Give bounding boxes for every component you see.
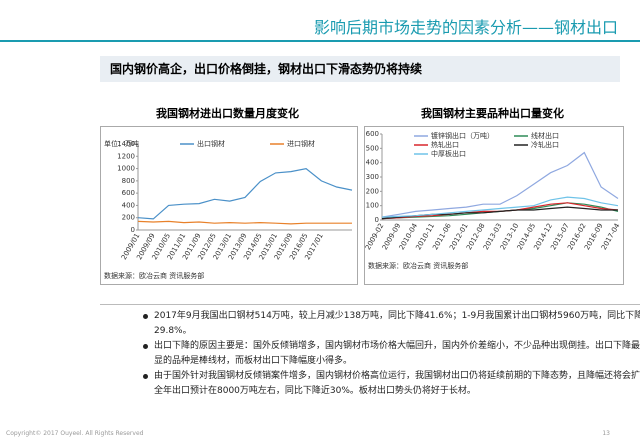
y-tick-label: 100: [366, 202, 379, 210]
chart-title: 我国钢材进出口数量月度变化: [156, 107, 299, 120]
legend-label: 进口钢材: [287, 139, 315, 148]
y-tick-label: 0: [375, 216, 379, 224]
chart-border: [100, 126, 358, 285]
legend-label: 线材出口: [531, 131, 559, 140]
y-tick-label: 0: [131, 226, 135, 234]
chart: 02004006008001000120014002009/012009/092…: [100, 126, 358, 285]
bullet: 出口下降的原因主要是：国外反倾销增多，国内钢材市场价格大幅回升，国内外价差缩小，…: [140, 339, 640, 369]
y-tick-label: 600: [366, 130, 379, 138]
series-line: [381, 196, 619, 218]
y-tick-label: 800: [122, 177, 135, 185]
y-tick-label: 1400: [117, 140, 135, 148]
y-tick-label: 600: [122, 189, 135, 197]
bullet-list: 2017年9月我国出口钢材514万吨，较上月减少138万吨，同比下降41.6%；…: [100, 304, 640, 399]
legend-label: 中厚板出口: [431, 149, 466, 158]
series-line: [137, 220, 352, 225]
unit-label: 单位：万吨: [104, 139, 139, 148]
y-tick-label: 400: [366, 159, 379, 167]
source-note: 数据来源：欧冶云商 资讯服务部: [368, 261, 468, 270]
y-tick-label: 1000: [117, 165, 135, 173]
subtitle: 国内钢价高企，出口价格倒挂，钢材出口下滑态势仍将持续: [100, 56, 620, 82]
legend-label: 出口钢材: [197, 139, 225, 148]
source-note: 数据来源：欧冶云商 资讯服务部: [104, 271, 204, 280]
title-rule: [0, 40, 640, 42]
chart-border: [364, 126, 624, 285]
series-line: [137, 167, 353, 220]
y-tick-label: 1200: [117, 152, 135, 160]
slide-title: 影响后期市场走势的因素分析——钢材出口: [313, 18, 618, 37]
bullet: 2017年9月我国出口钢材514万吨，较上月减少138万吨，同比下降41.6%；…: [140, 309, 640, 339]
y-tick-label: 200: [366, 187, 379, 195]
chart: 01002003004005006002009-022009-092010-04…: [364, 126, 624, 285]
legend-label: 冷轧出口: [531, 140, 559, 149]
y-tick-label: 500: [366, 144, 379, 152]
y-tick-label: 300: [366, 173, 379, 181]
legend-label: 镀锌钢出口（万吨）: [431, 131, 494, 140]
series-line: [381, 151, 619, 218]
legend-label: 热轧出口: [431, 140, 459, 149]
y-tick-label: 400: [122, 201, 135, 209]
page-number: 13: [602, 430, 610, 437]
chart-title: 我国钢材主要品种出口量变化: [421, 107, 564, 120]
y-tick-label: 200: [122, 214, 135, 222]
bullet: 由于国外针对我国钢材反倾销案件增多，国内钢材价格高位运行，我国钢材出口仍将延续前…: [140, 369, 640, 399]
copyright: Copyright© 2017 Ouyeel. All Rights Reser…: [6, 430, 144, 437]
